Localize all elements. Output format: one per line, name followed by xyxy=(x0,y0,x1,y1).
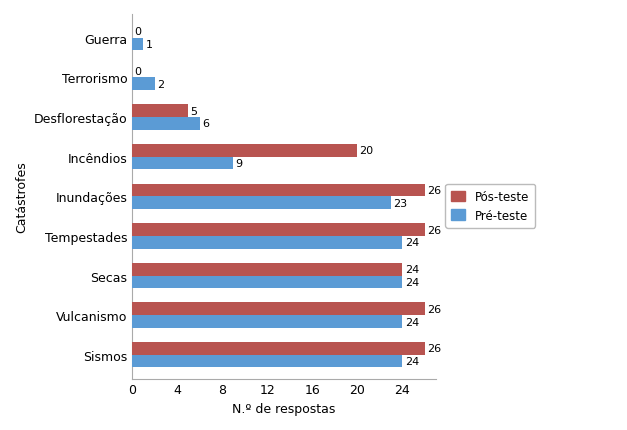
Bar xyxy=(132,342,425,355)
Text: 24: 24 xyxy=(404,317,419,327)
Text: 6: 6 xyxy=(202,119,209,129)
Text: 24: 24 xyxy=(404,264,419,275)
Text: 0: 0 xyxy=(134,67,141,77)
Text: 26: 26 xyxy=(427,225,441,235)
Text: 5: 5 xyxy=(191,107,198,117)
Bar xyxy=(132,303,425,316)
Bar xyxy=(132,118,199,130)
Text: 26: 26 xyxy=(427,344,441,353)
Y-axis label: Catástrofes: Catástrofes xyxy=(15,161,28,233)
Bar xyxy=(132,184,425,197)
Text: 0: 0 xyxy=(134,28,141,37)
Text: 24: 24 xyxy=(404,277,419,287)
Bar xyxy=(132,237,403,249)
Text: 26: 26 xyxy=(427,304,441,314)
Text: 9: 9 xyxy=(236,159,243,169)
Text: 24: 24 xyxy=(404,238,419,248)
Bar xyxy=(132,144,357,157)
Bar xyxy=(132,355,403,368)
Bar xyxy=(132,224,425,236)
Legend: Pós-teste, Pré-teste: Pós-teste, Pré-teste xyxy=(445,184,535,228)
Bar xyxy=(132,276,403,289)
Text: 2: 2 xyxy=(157,80,164,89)
Bar xyxy=(132,316,403,328)
Bar xyxy=(132,263,403,276)
Bar xyxy=(132,105,188,118)
Bar xyxy=(132,78,155,91)
Bar xyxy=(132,157,233,170)
X-axis label: N.º de respostas: N.º de respostas xyxy=(233,402,336,415)
Bar xyxy=(132,39,144,51)
Text: 23: 23 xyxy=(393,198,408,208)
Text: 26: 26 xyxy=(427,185,441,196)
Text: 1: 1 xyxy=(145,40,152,50)
Bar xyxy=(132,197,391,209)
Text: 24: 24 xyxy=(404,356,419,366)
Text: 20: 20 xyxy=(360,146,374,156)
